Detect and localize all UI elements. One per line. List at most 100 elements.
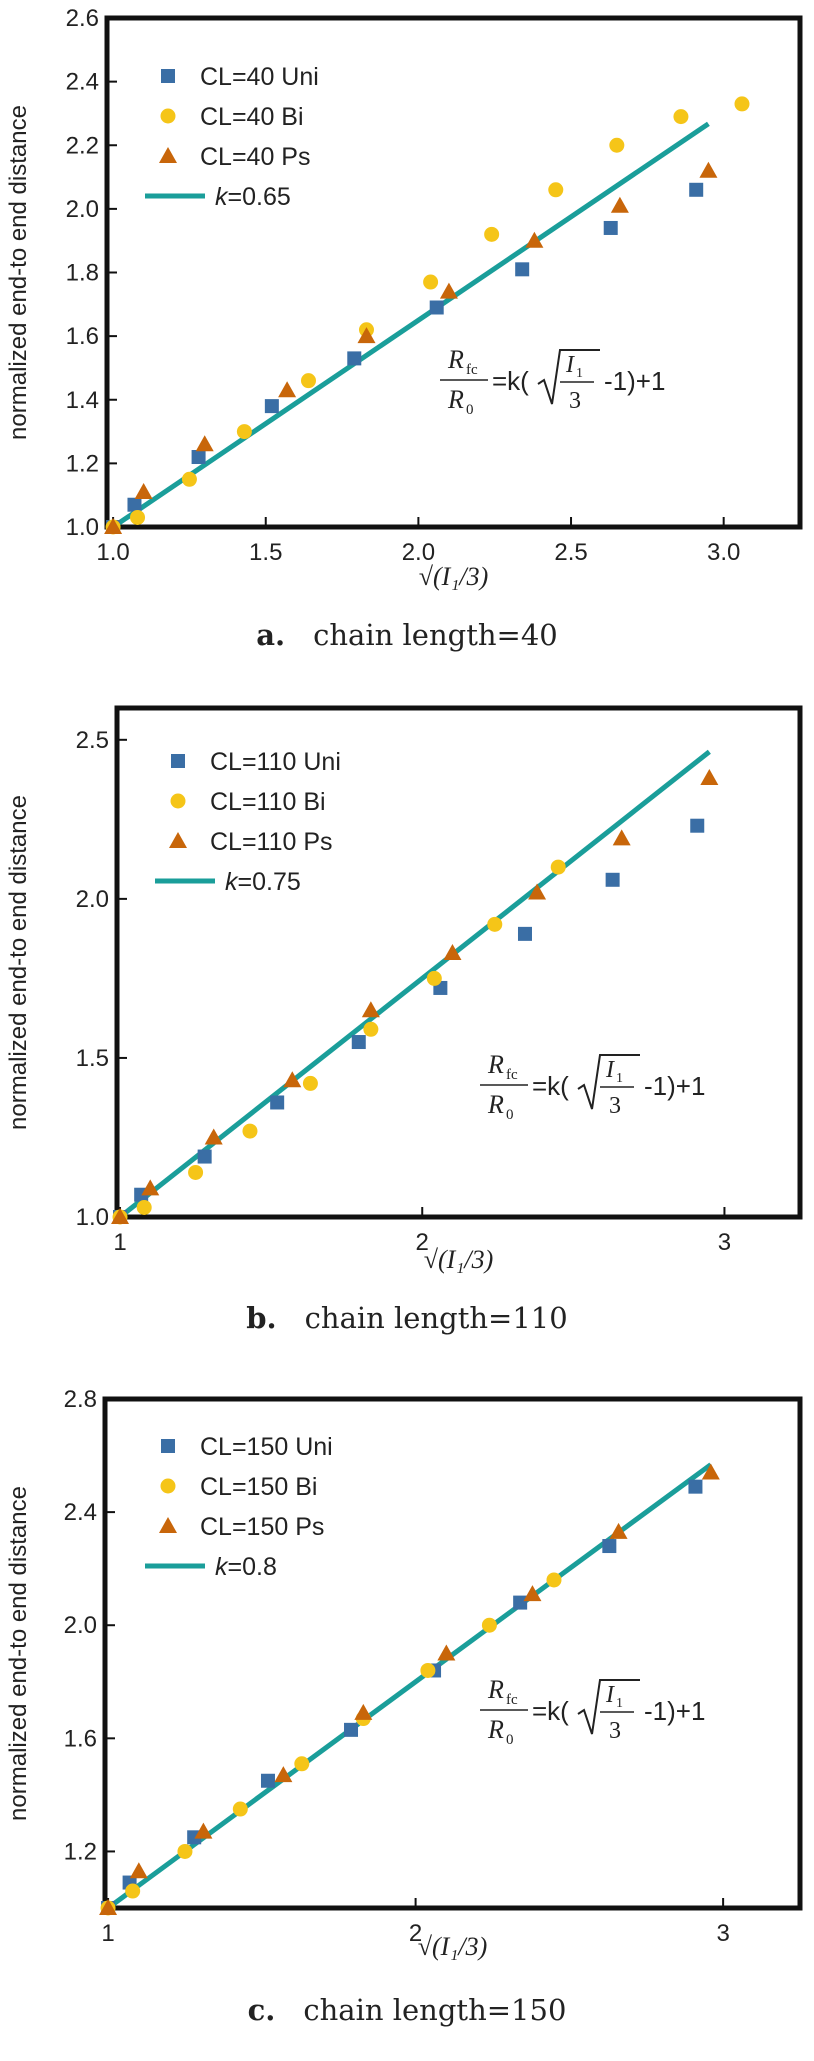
data-point bbox=[111, 1208, 130, 1224]
legend-marker bbox=[160, 1478, 176, 1494]
legend-label: CL=150 Bi bbox=[200, 1473, 317, 1501]
data-point bbox=[129, 1862, 148, 1879]
series-triangle bbox=[111, 768, 719, 1224]
legend-fit-value: =0.8 bbox=[228, 1553, 277, 1581]
data-point bbox=[550, 859, 566, 875]
y-tick-label: 1.4 bbox=[66, 387, 99, 414]
data-point bbox=[130, 509, 146, 525]
data-point bbox=[688, 1479, 703, 1494]
eq-lhs-num-sub: fc bbox=[466, 362, 478, 378]
eq-lhs-num: R bbox=[487, 1675, 504, 1704]
eq-lhs-den-sub: 0 bbox=[466, 402, 474, 418]
data-point bbox=[481, 1617, 497, 1633]
legend: CL=150 Uni CL=150 Bi CL=150 Ps k=0.8 bbox=[145, 1433, 333, 1581]
y-tick-label: 1.0 bbox=[66, 514, 99, 541]
y-tick-label: 1.2 bbox=[66, 450, 99, 477]
data-point bbox=[528, 883, 547, 900]
x-tick-label: 2 bbox=[416, 1229, 429, 1256]
data-point bbox=[136, 1199, 152, 1215]
eq-rhs-suffix: -1)+1 bbox=[644, 1696, 705, 1726]
legend-label: CL=110 Uni bbox=[210, 748, 341, 776]
eq-frac-den: 3 bbox=[569, 388, 581, 414]
y-tick-label: 2.4 bbox=[64, 1499, 97, 1526]
data-point bbox=[127, 497, 142, 512]
data-point bbox=[260, 1773, 275, 1788]
eq-sqrt-sign bbox=[537, 349, 600, 405]
x-tick-label: 3.0 bbox=[707, 539, 740, 566]
data-point bbox=[99, 1899, 118, 1915]
data-point bbox=[104, 518, 123, 534]
data-point bbox=[264, 399, 279, 414]
y-tick-label: 1.8 bbox=[66, 260, 99, 287]
legend-fit-value: =0.75 bbox=[238, 868, 301, 896]
data-point bbox=[701, 1463, 720, 1480]
data-point bbox=[134, 483, 153, 500]
data-point bbox=[232, 1801, 248, 1817]
data-point bbox=[420, 1662, 436, 1678]
y-tick-label: 2.0 bbox=[66, 196, 99, 223]
panel-c: 1 2 3 1.2 1.6 2.0 2.4 2.8 normalized end-to end … bbox=[5, 1386, 803, 2027]
y-tick-label: 2.2 bbox=[66, 132, 99, 159]
x-tick-label: 2.5 bbox=[554, 539, 587, 566]
eq-lhs-den: R bbox=[447, 385, 464, 414]
y-axis-label: normalized end-to end distance bbox=[5, 795, 32, 1130]
caption-label: a. bbox=[256, 618, 285, 652]
data-point bbox=[351, 1035, 366, 1050]
legend-marker bbox=[159, 1517, 177, 1533]
eq-lhs-num-sub: fc bbox=[506, 1692, 518, 1708]
data-point bbox=[609, 137, 625, 153]
x-tick-label: 2 bbox=[409, 1920, 422, 1947]
data-point bbox=[197, 1149, 212, 1164]
y-tick-label: 2.8 bbox=[64, 1386, 97, 1413]
legend-fit-value: =0.65 bbox=[228, 183, 291, 211]
y-tick-label: 1.6 bbox=[64, 1725, 97, 1752]
data-point bbox=[242, 1123, 258, 1139]
eq-frac-den: 3 bbox=[609, 1718, 621, 1744]
data-point bbox=[609, 1522, 628, 1539]
y-tick-label: 1.5 bbox=[76, 1045, 109, 1072]
panel-caption: b. chain length=110 bbox=[246, 1301, 567, 1335]
data-point bbox=[354, 1703, 373, 1720]
eq-rhs-prefix: =k( bbox=[532, 1071, 569, 1101]
x-axis-label: √(I₁/3) bbox=[424, 1245, 494, 1274]
caption-text: chain length=110 bbox=[305, 1301, 568, 1335]
x-tick-label: 2.0 bbox=[402, 539, 435, 566]
legend-marker bbox=[160, 108, 176, 124]
legend-label: CL=40 Ps bbox=[200, 143, 311, 171]
y-axis-label: normalized end-to end distance bbox=[5, 1486, 32, 1821]
y-tick-label: 1.6 bbox=[66, 323, 99, 350]
x-tick-label: 3 bbox=[718, 1229, 731, 1256]
legend-fit-label: k=0.65 bbox=[215, 183, 291, 211]
data-point bbox=[546, 1572, 562, 1588]
data-point bbox=[484, 226, 500, 242]
legend-fit-k: k bbox=[215, 183, 229, 211]
data-point bbox=[141, 1179, 160, 1196]
data-point bbox=[690, 818, 705, 833]
legend-fit-label: k=0.75 bbox=[225, 868, 301, 896]
plot-frame bbox=[114, 705, 803, 1220]
eq-frac-num-sub: 1 bbox=[616, 1071, 623, 1086]
legend: CL=110 Uni CL=110 Bi CL=110 Ps k=0.75 bbox=[155, 748, 341, 896]
legend-fit-label: k=0.8 bbox=[215, 1553, 277, 1581]
eq-rhs-prefix: =k( bbox=[532, 1696, 569, 1726]
data-point bbox=[515, 262, 530, 277]
data-point bbox=[439, 282, 458, 299]
data-point bbox=[194, 1822, 213, 1839]
data-point bbox=[363, 1021, 379, 1037]
series-triangle bbox=[104, 161, 718, 534]
y-tick-label: 1.0 bbox=[76, 1204, 109, 1231]
eq-lhs-den-sub: 0 bbox=[506, 1107, 514, 1123]
data-point bbox=[188, 1164, 204, 1180]
eq-frac-den: 3 bbox=[609, 1093, 621, 1119]
data-point bbox=[437, 1644, 456, 1661]
legend-label: CL=110 Ps bbox=[210, 828, 333, 856]
panel-caption: c. chain length=150 bbox=[248, 1993, 567, 2027]
series-square bbox=[106, 182, 704, 534]
series-triangle bbox=[99, 1463, 720, 1915]
panel-b: 1 2 3 1.0 1.5 2.0 2.5 normalized end-to end dis… bbox=[5, 705, 803, 1335]
data-point bbox=[283, 1071, 302, 1088]
y-axis-label: normalized end-to end distance bbox=[5, 105, 32, 440]
